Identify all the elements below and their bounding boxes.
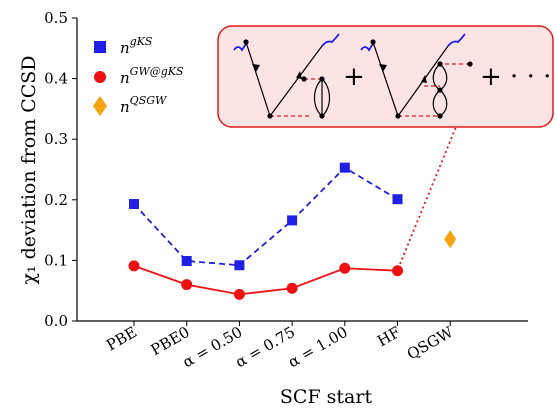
series-0-point <box>234 260 245 271</box>
series-layer <box>128 162 457 300</box>
series-1-point <box>233 288 245 300</box>
plus-sign: + <box>343 62 365 92</box>
series-0-point <box>287 215 298 226</box>
x-tick-label: α = 1.00 <box>285 323 351 371</box>
x-tick-label: α = 0.50 <box>180 323 246 371</box>
y-axis-title: χ₁ deviation from CCSD <box>18 55 40 284</box>
x-tick-label: PBE <box>103 323 140 355</box>
series-1-point <box>128 260 140 272</box>
series-0-line <box>133 166 398 267</box>
series-1-point <box>286 282 298 294</box>
x-tick-label: HF <box>374 323 403 350</box>
x-tick-label: QSGW <box>404 323 457 364</box>
x-axis-title: SCF start <box>280 386 373 408</box>
y-tick-label: 0.5 <box>44 9 68 27</box>
inset-box <box>217 25 554 128</box>
legend-label: nQSGW <box>120 94 168 116</box>
feynman-diagram-1 <box>233 33 340 119</box>
wavy-line-icon <box>447 33 466 47</box>
series-1-point <box>339 262 351 274</box>
legend-label-superscript: QSGW <box>130 94 168 107</box>
y-tick-label: 0.4 <box>44 70 68 88</box>
legend: ngKS nGW@gKS nQSGW <box>93 35 184 116</box>
series-0-point <box>181 256 192 267</box>
legend-marker <box>93 96 107 116</box>
series-0-point <box>339 162 350 173</box>
legend-marker <box>94 41 106 53</box>
series-1-line <box>133 265 398 296</box>
legend-label: nGW@gKS <box>120 65 184 87</box>
series-2-point <box>444 230 457 249</box>
legend-label: ngKS <box>120 35 153 57</box>
y-tick-label: 0.3 <box>44 130 68 148</box>
y-ticks: 0.0 0.1 0.2 0.3 0.4 0.5 <box>44 9 77 330</box>
legend-label-superscript: GW@gKS <box>130 65 184 78</box>
series-1-point <box>181 279 193 291</box>
series-1-point <box>392 265 403 277</box>
plus-continuation: + · · · <box>480 62 551 92</box>
inset-diagram: + + · · · <box>217 25 554 128</box>
legend-marker <box>94 71 106 83</box>
y-tick-label: 0.1 <box>44 251 68 269</box>
y-tick-label: 0.0 <box>44 312 68 330</box>
wavy-line-icon <box>321 33 340 47</box>
feynman-diagram-2 <box>360 33 473 119</box>
y-tick-label: 0.2 <box>44 191 68 209</box>
axes <box>76 18 528 322</box>
series-0-point <box>129 199 139 210</box>
legend-label-superscript: gKS <box>130 35 153 48</box>
x-tick-label: α = 0.75 <box>232 323 298 371</box>
series-0-point <box>392 194 403 205</box>
